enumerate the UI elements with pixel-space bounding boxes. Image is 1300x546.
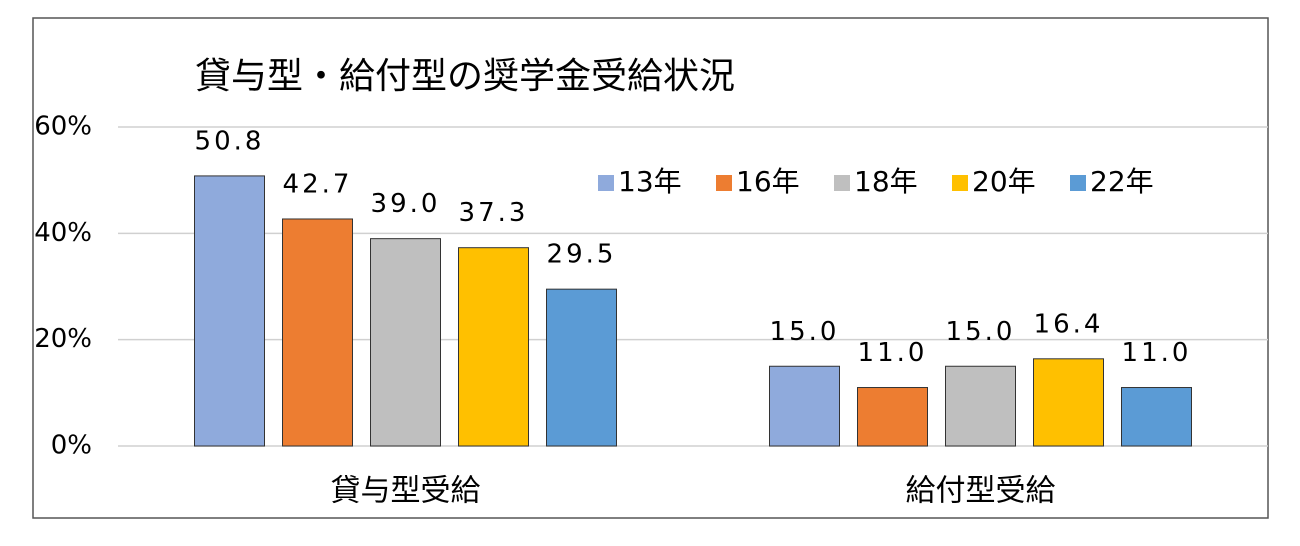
x-tick-label: 貸与型受給 [331, 474, 481, 509]
data-label: 15.0 [770, 317, 840, 347]
bar [458, 247, 529, 447]
data-label: 29.5 [547, 240, 617, 270]
data-label: 50.8 [195, 126, 265, 156]
legend-swatch [716, 175, 732, 191]
bar [857, 387, 928, 447]
data-label: 39.0 [371, 189, 441, 219]
x-tick-label: 給付型受給 [906, 474, 1056, 509]
data-label: 11.0 [858, 338, 928, 368]
bar [282, 218, 353, 447]
data-label: 37.3 [459, 198, 529, 228]
y-tick-label: 60% [34, 112, 92, 142]
legend-label: 13年 [618, 165, 682, 198]
bar [769, 365, 840, 447]
data-label: 11.0 [1122, 338, 1192, 368]
legend-label: 22年 [1090, 165, 1154, 198]
bar [194, 175, 265, 447]
legend-swatch [952, 175, 968, 191]
y-tick-label: 40% [34, 218, 92, 248]
y-tick-label: 20% [34, 324, 92, 354]
legend-swatch [834, 175, 850, 191]
bar [546, 288, 617, 447]
y-tick-label: 0% [51, 431, 92, 461]
bar [945, 365, 1016, 447]
bar [1121, 387, 1192, 447]
bar [370, 238, 441, 447]
data-label: 16.4 [1034, 309, 1104, 339]
legend-swatch [598, 175, 614, 191]
legend-swatch [1070, 175, 1086, 191]
legend-label: 16年 [736, 165, 800, 198]
data-label: 15.0 [946, 317, 1016, 347]
data-label: 42.7 [283, 169, 353, 199]
legend-label: 18年 [854, 165, 918, 198]
legend-label: 20年 [972, 165, 1036, 198]
bar [1033, 358, 1104, 447]
chart-title: 貸与型・給付型の奨学金受給状況 [195, 56, 735, 97]
